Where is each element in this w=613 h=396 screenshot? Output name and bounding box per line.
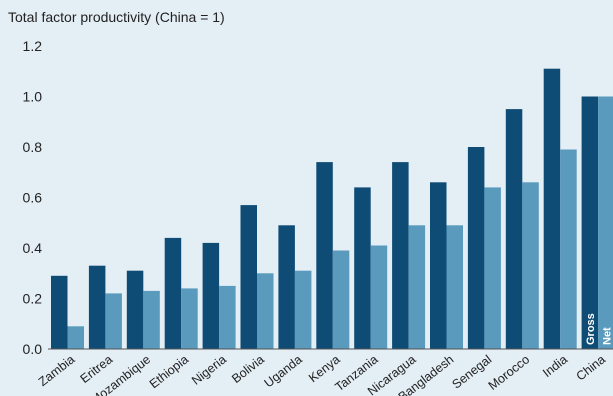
bar-gross-bolivia <box>240 205 257 349</box>
y-tick-label: 0.4 <box>23 240 43 256</box>
bar-net-china <box>598 96 613 349</box>
bar-net-india <box>560 149 577 349</box>
bar-net-tanzania <box>370 245 388 349</box>
y-axis: 0.0 0.2 0.4 0.6 0.8 1.0 1.2 <box>23 38 43 357</box>
x-tick-label: Ethiopia <box>147 352 191 391</box>
bar-gross-nigeria <box>202 242 220 349</box>
y-tick-label: 1.0 <box>23 89 43 105</box>
y-tick-label: 0.8 <box>23 139 43 155</box>
bar-net-nigeria <box>219 285 236 349</box>
bar-gross-tanzania <box>354 187 371 349</box>
bar-net-zambia <box>67 326 84 349</box>
bar-net-uganda <box>294 270 312 349</box>
bar-gross-bangladesh <box>430 182 447 349</box>
bar-net-kenya <box>332 250 350 349</box>
bar-net-bangladesh <box>446 225 463 349</box>
x-tick-label: China <box>574 352 608 383</box>
x-tick-label: Bolivia <box>229 352 267 386</box>
x-tick-label: India <box>540 352 570 380</box>
x-tick-label: Morocco <box>486 352 532 393</box>
bars: Gross Net <box>51 68 613 350</box>
bar-gross-kenya <box>316 162 333 349</box>
bar-net-ethiopia <box>181 288 198 349</box>
bar-net-mozambique <box>143 290 160 349</box>
x-tick-label: Nigeria <box>189 352 229 387</box>
bar-gross-eritrea <box>88 265 106 349</box>
y-tick-label: 0.2 <box>23 291 43 307</box>
series-label-net: Net <box>601 327 613 345</box>
bar-net-bolivia <box>257 273 274 350</box>
bar-gross-ethiopia <box>164 237 182 349</box>
bar-net-nicaragua <box>408 225 426 349</box>
series-label-gross: Gross <box>585 313 597 345</box>
bar-gross-mozambique <box>126 270 144 349</box>
y-tick-label: 0.0 <box>23 341 43 357</box>
bar-net-morocco <box>522 182 539 349</box>
bar-gross-china <box>581 96 599 349</box>
bar-gross-morocco <box>505 109 523 349</box>
x-tick-label: Uganda <box>262 352 305 390</box>
x-tick-label: Zambia <box>36 352 78 389</box>
bar-gross-nicaragua <box>392 162 409 349</box>
chart-title: Total factor productivity (China = 1) <box>8 9 225 25</box>
bar-net-senegal <box>484 187 501 349</box>
y-tick-label: 0.6 <box>23 190 43 206</box>
bar-net-eritrea <box>105 293 122 349</box>
bar-gross-india <box>543 68 561 349</box>
y-tick-label: 1.2 <box>23 38 43 54</box>
bar-gross-senegal <box>467 147 485 349</box>
bar-gross-uganda <box>278 225 295 349</box>
bar-gross-zambia <box>51 275 68 349</box>
